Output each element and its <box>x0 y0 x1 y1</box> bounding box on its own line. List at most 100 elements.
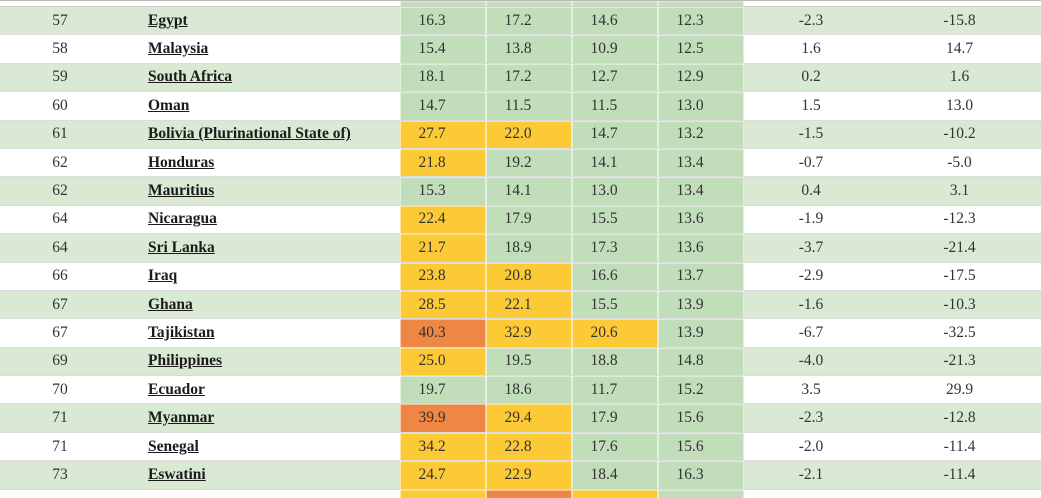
score-cell: 11.5 <box>572 92 658 120</box>
table-row: 71 Senegal 34.2 22.8 17.6 15.6 -2.0 -11.4 <box>0 432 1041 462</box>
country-cell: Honduras <box>120 149 400 176</box>
score-cell-serious: 21.7 <box>400 234 486 262</box>
rank-cell: 70 <box>52 380 68 398</box>
table-row: 62 Honduras 21.8 19.2 14.1 13.4 -0.7 -5.0 <box>0 148 1041 178</box>
score-cell: 13.0 <box>572 177 658 205</box>
rank-cell: 62 <box>52 182 68 200</box>
table-row: 57 Egypt 16.3 17.2 14.6 12.3 -2.3 -15.8 <box>0 7 1041 36</box>
rank-cell: 57 <box>52 11 68 29</box>
score-cell: 18.1 <box>400 63 486 92</box>
score-cell: 13.4 <box>658 148 744 177</box>
country-link[interactable]: Nicaragua <box>148 210 217 228</box>
table-row: 69 Philippines 25.0 19.5 18.8 14.8 -4.0 -21.3 <box>0 347 1041 377</box>
score-cell: 13.6 <box>658 205 744 234</box>
rank-cell: 58 <box>52 40 68 58</box>
score-cell: 19.2 <box>486 148 572 177</box>
pct-change-cell: -5.0 <box>947 153 972 171</box>
score-cell: 16.6 <box>572 262 658 290</box>
abs-change-cell <box>744 490 878 498</box>
country-link[interactable]: Bolivia (Plurinational State of) <box>148 125 351 143</box>
score-cell: 15.5 <box>572 205 658 234</box>
country-link[interactable]: Tajikistan <box>148 323 215 341</box>
country-link[interactable]: Ecuador <box>148 380 205 398</box>
country-link[interactable]: Mauritius <box>148 182 215 200</box>
score-cell: 14.7 <box>400 92 486 120</box>
country-cell: South Africa <box>120 64 400 91</box>
score-cell-serious <box>572 489 658 498</box>
score-cell: 11.7 <box>572 376 658 404</box>
abs-change-cell: 0.2 <box>801 68 821 86</box>
country-link[interactable]: Ghana <box>148 295 193 313</box>
pct-change-cell: -11.4 <box>943 437 976 455</box>
table-row: 61 Bolivia (Plurinational State of) 27.7 22… <box>0 120 1041 149</box>
score-cell: 13.0 <box>658 92 744 120</box>
score-cell: 12.9 <box>658 63 744 92</box>
pct-change-cell: -17.5 <box>943 267 976 285</box>
rank-cell: 59 <box>52 68 68 86</box>
country-cell: Iraq <box>120 263 400 290</box>
country-cell: Eswatini <box>120 461 400 488</box>
score-cell: 19.7 <box>400 376 486 404</box>
score-cell: 19.5 <box>486 347 572 376</box>
score-cell-serious: 21.8 <box>400 148 486 177</box>
country-link[interactable]: Myanmar <box>148 409 215 427</box>
score-cell: 15.5 <box>572 290 658 319</box>
country-link[interactable]: Iraq <box>148 267 178 285</box>
country-cell <box>120 1 400 6</box>
country-cell: Myanmar <box>120 404 400 431</box>
pct-change-cell: -10.2 <box>943 125 976 143</box>
country-link[interactable]: South Africa <box>148 68 232 86</box>
country-cell: Sri Lanka <box>120 234 400 261</box>
abs-change-cell: 0.4 <box>801 182 821 200</box>
score-cell: 12.7 <box>572 63 658 92</box>
country-cell <box>120 490 400 498</box>
abs-change-cell: -2.0 <box>798 437 824 455</box>
country-link[interactable]: Egypt <box>148 11 188 29</box>
score-cell: 14.1 <box>572 148 658 177</box>
pct-change-cell: -21.3 <box>943 352 976 370</box>
country-link[interactable]: Eswatini <box>148 465 206 483</box>
country-link[interactable]: Sri Lanka <box>148 238 215 256</box>
country-link[interactable]: Honduras <box>148 153 215 171</box>
country-link[interactable]: Oman <box>148 96 190 114</box>
score-cell: 10.9 <box>572 35 658 63</box>
abs-change-cell: -1.6 <box>798 295 824 313</box>
score-cell: 18.6 <box>486 376 572 404</box>
table-row: 71 Myanmar 39.9 29.4 17.9 15.6 -2.3 -12.8 <box>0 404 1041 433</box>
score-cell-serious: 20.6 <box>572 319 658 347</box>
rank-cell: 66 <box>52 267 68 285</box>
score-cell-serious: 20.8 <box>486 262 572 290</box>
score-cell: 17.3 <box>572 234 658 262</box>
rank-cell: 73 <box>52 465 68 483</box>
table-row: 59 South Africa 18.1 17.2 12.7 12.9 0.2 1.6 <box>0 63 1041 93</box>
country-link[interactable]: Malaysia <box>148 40 209 58</box>
score-cell: 18.8 <box>572 347 658 376</box>
rank-cell: 61 <box>52 125 68 143</box>
abs-change-cell: -1.5 <box>798 125 824 143</box>
country-cell: Tajikistan <box>120 319 400 346</box>
score-cell: 13.9 <box>658 290 744 319</box>
abs-change-cell: 3.5 <box>801 380 821 398</box>
country-link[interactable]: Philippines <box>148 352 223 370</box>
abs-change-cell: -1.9 <box>798 210 824 228</box>
abs-change-cell: 1.6 <box>801 40 821 58</box>
score-cell: 17.2 <box>486 7 572 35</box>
country-link[interactable]: Senegal <box>148 437 199 455</box>
pct-change-cell: -32.5 <box>943 323 976 341</box>
abs-change-cell: -6.7 <box>798 323 824 341</box>
table-row: 62 Mauritius 15.3 14.1 13.0 13.4 0.4 3.1 <box>0 177 1041 206</box>
pct-change-cell: -15.8 <box>943 11 976 29</box>
pct-change-cell: 3.1 <box>949 182 970 200</box>
table-row: 58 Malaysia 15.4 13.8 10.9 12.5 1.6 14.7 <box>0 35 1041 64</box>
score-cell: 15.6 <box>658 432 744 461</box>
country-cell: Nicaragua <box>120 206 400 233</box>
partial-row-bottom <box>0 489 1041 498</box>
abs-change-cell: -3.7 <box>798 238 824 256</box>
rank-cell: 71 <box>52 409 68 427</box>
score-cell: 14.6 <box>572 7 658 35</box>
partial-row-top <box>0 0 1041 7</box>
score-cell: 13.8 <box>486 35 572 63</box>
score-cell <box>486 1 572 6</box>
score-cell-serious: 29.4 <box>486 404 572 432</box>
